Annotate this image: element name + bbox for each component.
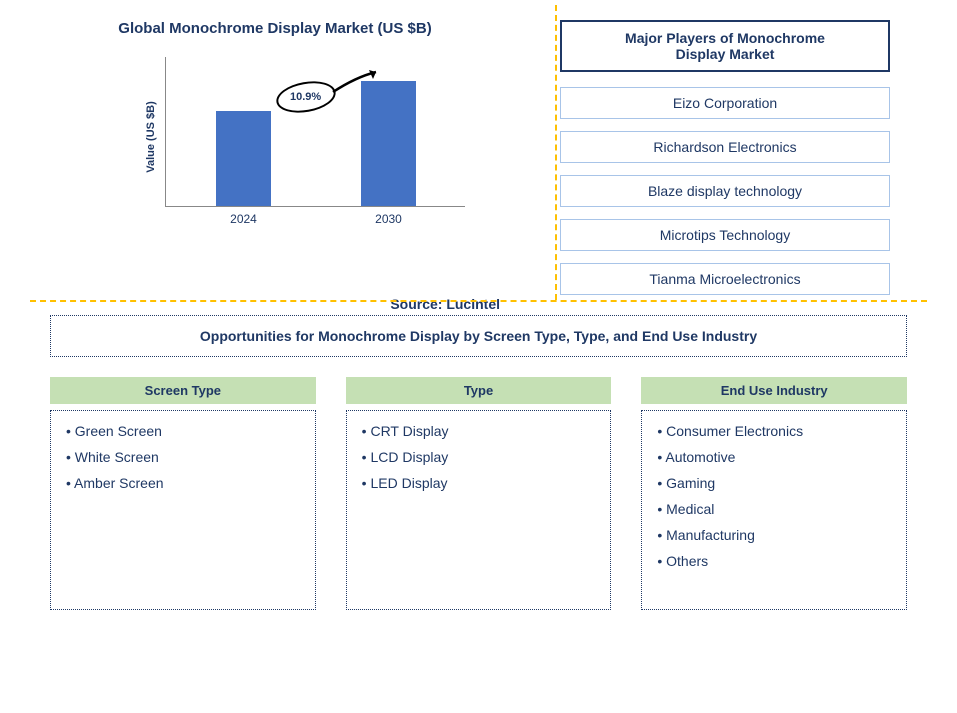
category-item: • Amber Screen [66,475,300,491]
category-header: Type [346,377,612,404]
category-type: Type • CRT Display • LCD Display • LED D… [346,377,612,610]
category-body: • Consumer Electronics • Automotive • Ga… [641,410,907,610]
growth-ellipse: 10.9% [274,77,338,117]
growth-arrow-icon [331,67,391,102]
category-item: • Green Screen [66,423,300,439]
player-box: Richardson Electronics [560,131,890,163]
x-label-2024: 2024 [216,212,271,226]
players-header-line2: Display Market [676,46,775,62]
player-box: Eizo Corporation [560,87,890,119]
category-screen-type: Screen Type • Green Screen • White Scree… [50,377,316,610]
category-header: Screen Type [50,377,316,404]
category-header: End Use Industry [641,377,907,404]
source-label: Source: Lucintel [390,296,500,312]
top-section: Global Monochrome Display Market (US $B)… [0,0,957,327]
category-end-use: End Use Industry • Consumer Electronics … [641,377,907,610]
category-item: • CRT Display [362,423,596,439]
categories-row: Screen Type • Green Screen • White Scree… [50,377,907,610]
category-item: • Gaming [657,475,891,491]
chart-area: Value (US $B) 2024 2030 10.9% [150,47,490,227]
player-box: Tianma Microelectronics [560,263,890,295]
category-item: • Consumer Electronics [657,423,891,439]
x-label-2030: 2030 [361,212,416,226]
horizontal-divider [30,300,927,302]
bar-2024 [216,111,271,206]
chart-plot: 2024 2030 10.9% [165,57,465,207]
category-body: • Green Screen • White Screen • Amber Sc… [50,410,316,610]
players-header-line1: Major Players of Monochrome [625,30,825,46]
opportunities-section: Opportunities for Monochrome Display by … [0,315,957,610]
category-item: • Manufacturing [657,527,891,543]
chart-title: Global Monochrome Display Market (US $B) [30,20,520,37]
category-item: • White Screen [66,449,300,465]
players-panel: Major Players of Monochrome Display Mark… [550,0,920,327]
growth-text: 10.9% [290,91,321,103]
category-body: • CRT Display • LCD Display • LED Displa… [346,410,612,610]
player-box: Microtips Technology [560,219,890,251]
category-item: • LED Display [362,475,596,491]
category-item: • Medical [657,501,891,517]
category-item: • LCD Display [362,449,596,465]
chart-panel: Global Monochrome Display Market (US $B)… [0,0,550,327]
category-item: • Others [657,553,891,569]
vertical-divider [555,5,557,300]
opportunities-header: Opportunities for Monochrome Display by … [50,315,907,357]
player-box: Blaze display technology [560,175,890,207]
category-item: • Automotive [657,449,891,465]
players-header: Major Players of Monochrome Display Mark… [560,20,890,72]
y-axis-label: Value (US $B) [145,101,157,173]
